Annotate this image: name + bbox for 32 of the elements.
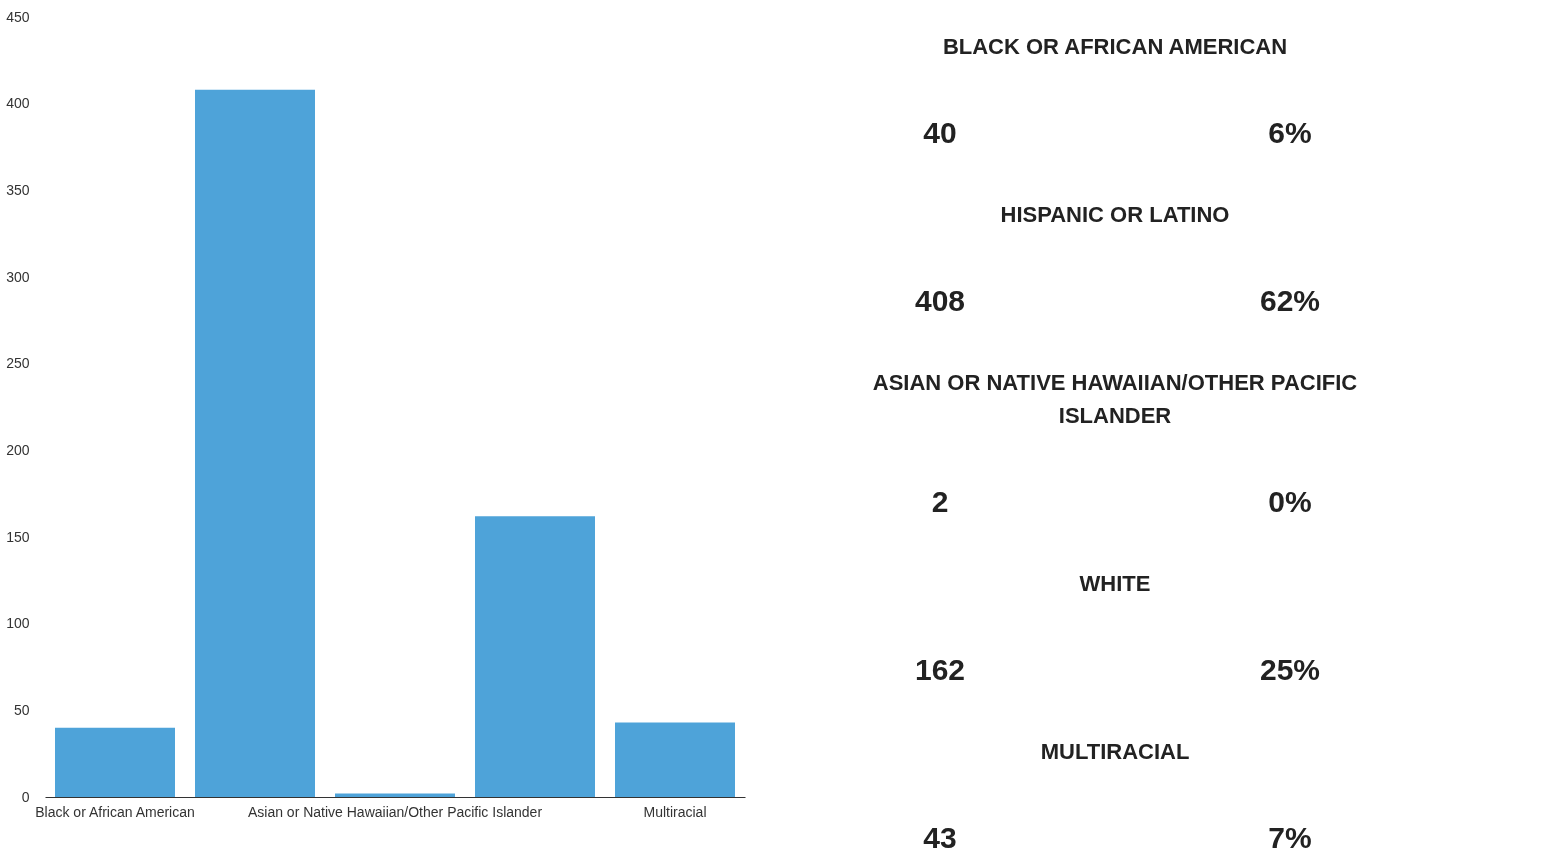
y-tick-label: 0 — [21, 788, 30, 805]
text: 162 — [914, 653, 966, 686]
bar — [615, 722, 735, 797]
text: 408 — [914, 284, 966, 317]
y-tick-label: 450 — [6, 8, 30, 25]
text: 2 — [931, 485, 949, 518]
bar — [55, 727, 175, 797]
text: WHITE — [1079, 571, 1151, 596]
bar — [195, 89, 315, 797]
y-tick-label: 150 — [6, 528, 30, 545]
y-tick-label: 100 — [6, 615, 30, 632]
text: BLACK OR AFRICAN AMERICAN — [942, 34, 1288, 59]
y-tick-label: 400 — [6, 95, 30, 112]
y-tick-label: 50 — [13, 701, 30, 718]
y-tick-label: 350 — [6, 181, 30, 198]
y-tick-label: 200 — [6, 441, 30, 458]
text: 7% — [1268, 821, 1312, 854]
text: 62% — [1259, 284, 1321, 317]
text: ASIAN OR NATIVE HAWAIIAN/OTHER PACIFIC ISLANDER — [872, 370, 1358, 428]
text: 25% — [1259, 653, 1321, 686]
text: HISPANIC OR LATINO — [1000, 202, 1230, 227]
text: 43 — [923, 821, 957, 854]
x-tick-label: Multiracial — [643, 803, 707, 820]
text: 0% — [1268, 485, 1312, 518]
y-tick-label: 250 — [6, 355, 30, 372]
x-tick-label: Black or African American — [35, 803, 195, 820]
bar — [475, 516, 595, 797]
text: MULTIRACIAL — [1040, 739, 1190, 764]
x-tick-label: Asian or Native Hawaiian/Other Pacific Islander — [247, 803, 543, 820]
text: 40 — [923, 116, 957, 149]
text: 6% — [1268, 116, 1312, 149]
y-tick-label: 300 — [6, 268, 30, 285]
